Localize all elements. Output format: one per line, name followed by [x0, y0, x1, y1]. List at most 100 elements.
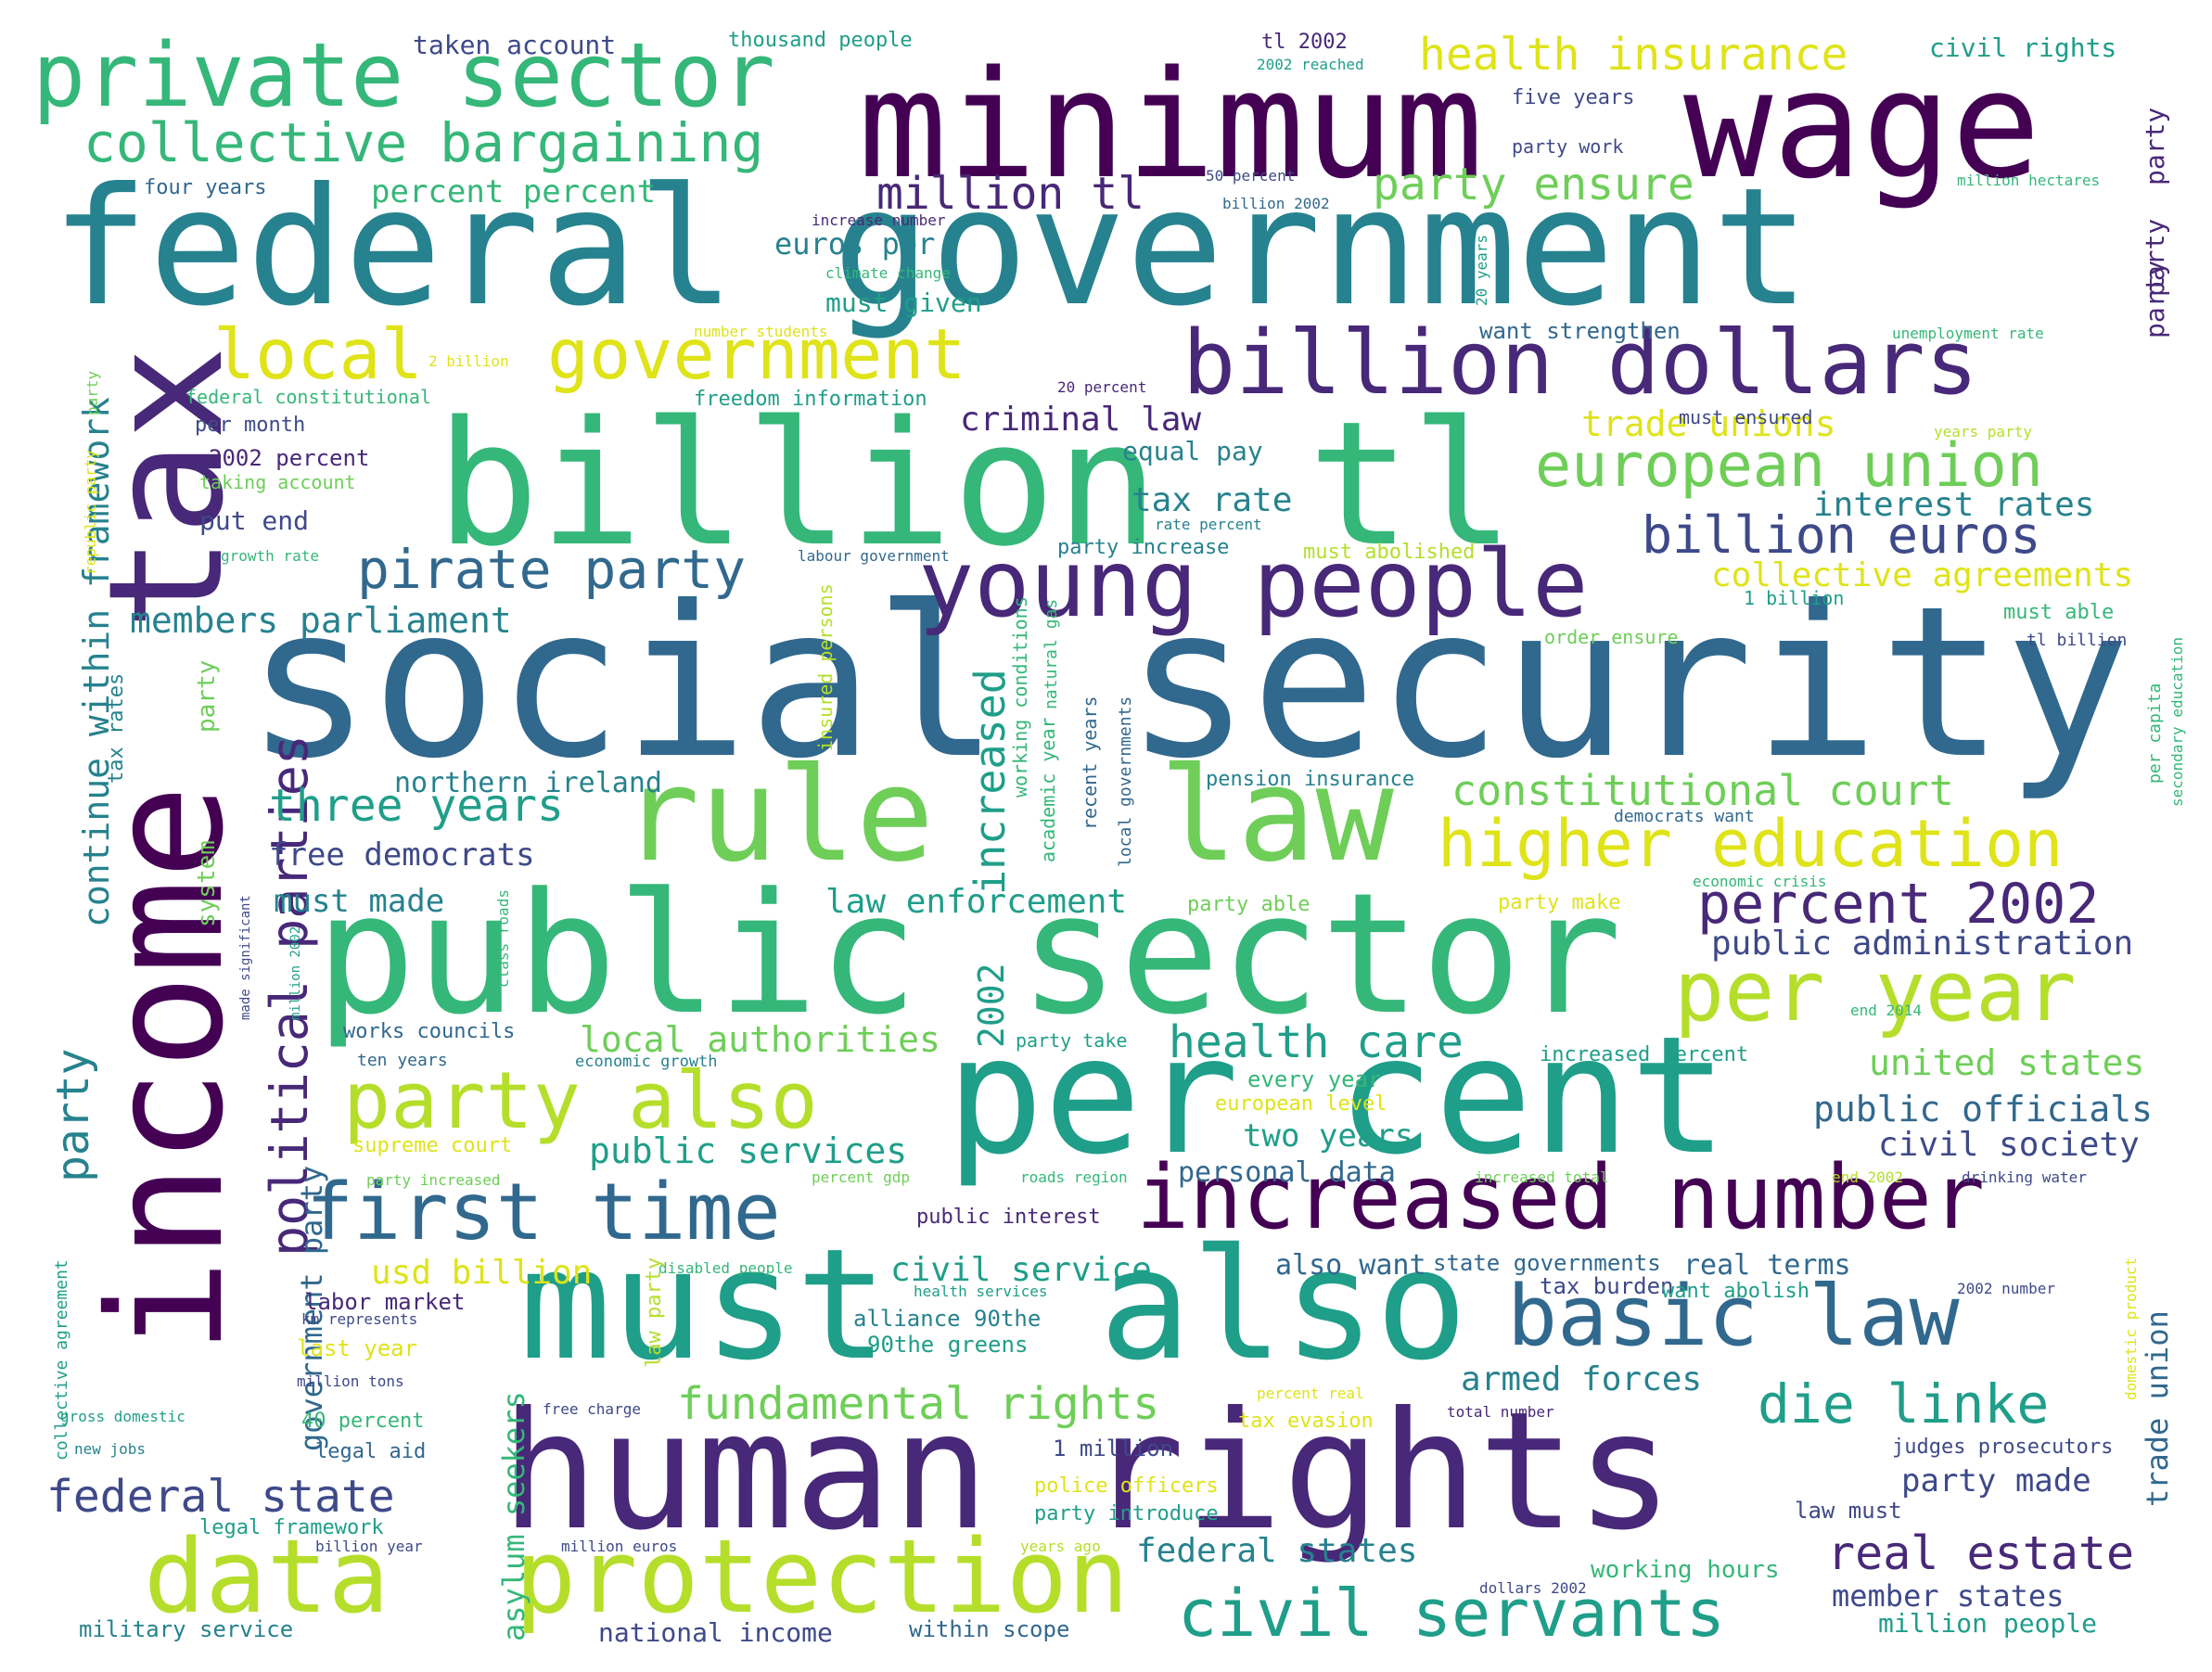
word: public officials	[1813, 1089, 2154, 1130]
word: party introduce	[1034, 1502, 1219, 1525]
word: local	[213, 313, 423, 395]
word: free democrats	[269, 836, 535, 874]
word: european level	[1215, 1092, 1387, 1116]
word: per month	[195, 414, 306, 437]
word: taken account	[413, 30, 617, 60]
word: also	[1099, 1216, 1468, 1394]
word: health insurance	[1419, 29, 1848, 81]
word: party also	[343, 1055, 818, 1147]
word: collective agreements	[1711, 556, 2134, 594]
word: federal states	[1136, 1532, 1418, 1570]
word: law must	[1795, 1498, 1902, 1524]
word: million 2002	[288, 925, 303, 1020]
word: real estate	[1827, 1526, 2135, 1580]
word: tl	[1308, 384, 1515, 584]
word: tax rate	[1132, 481, 1293, 519]
word: data	[144, 1517, 390, 1636]
word: million people	[1878, 1608, 2098, 1639]
word: per cent	[946, 1002, 1728, 1191]
word: end 2002	[1832, 1168, 1904, 1186]
word: increased	[965, 669, 1015, 895]
word: tl billion	[2027, 631, 2128, 650]
word: billion euros	[1642, 505, 2041, 565]
word: criminal law	[960, 401, 1202, 439]
word: higher education	[1438, 806, 2064, 882]
word: roads region	[1020, 1168, 1128, 1186]
word: members parliament	[130, 600, 512, 641]
word: gross domestic	[60, 1408, 185, 1425]
word: increased percent	[1540, 1043, 1749, 1066]
word: three years	[269, 780, 564, 832]
word: asylum seekers	[496, 1391, 531, 1641]
word: increased number	[1136, 1147, 1986, 1249]
word: law enforcement	[825, 883, 1128, 921]
word: tl 2002	[1261, 31, 1348, 54]
word: public interest	[916, 1206, 1101, 1229]
word: collective agreement	[52, 1259, 71, 1461]
word: working hours	[1591, 1556, 1780, 1584]
word: health services	[914, 1283, 1048, 1300]
word: years party	[1934, 423, 2032, 440]
word: euros per	[774, 226, 936, 262]
word: social security	[246, 562, 2130, 805]
word: new jobs	[74, 1440, 147, 1458]
word: 2002	[971, 963, 1012, 1048]
word: want strengthen	[1479, 318, 1681, 344]
word: civil service	[890, 1251, 1152, 1289]
word: health care	[1169, 1016, 1464, 1068]
word: must abolished	[1303, 541, 1476, 564]
word: must able	[2003, 601, 2115, 624]
word: first time	[306, 1167, 781, 1258]
word: party	[193, 659, 221, 733]
word: federal state	[46, 1471, 395, 1523]
word: tax evasion	[1238, 1410, 1374, 1433]
word: party take	[1016, 1029, 1128, 1052]
word: party	[2140, 107, 2170, 185]
word: supreme court	[352, 1134, 513, 1157]
word: million tl	[876, 168, 1144, 220]
word: party able	[1187, 893, 1311, 916]
word: real terms	[1683, 1249, 1851, 1282]
word: domestic product	[2122, 1257, 2140, 1400]
word: thousand people	[728, 29, 913, 52]
word: percent percent	[371, 173, 657, 211]
word: party made	[1901, 1462, 2091, 1500]
word: alliance 90the	[853, 1306, 1042, 1332]
word: per capita	[2145, 683, 2165, 784]
word: number students	[694, 323, 828, 340]
word: 1 million	[1053, 1436, 1174, 1461]
word: 90the greens	[867, 1332, 1029, 1358]
word: judges prosecutors	[1892, 1436, 2114, 1459]
word: federal government	[51, 154, 1810, 342]
word: 1 billion	[1744, 587, 1845, 609]
word: civil servants	[1178, 1576, 1726, 1652]
word: human rights	[501, 1378, 1674, 1566]
word: taking account	[199, 471, 356, 493]
word: every year	[1247, 1066, 1382, 1092]
word: labor market	[304, 1289, 466, 1315]
word: northern ireland	[394, 767, 662, 799]
word: civil rights	[1929, 32, 2117, 63]
word: fundamental rights	[677, 1378, 1160, 1430]
word: four years	[144, 176, 267, 199]
word: must made	[274, 883, 445, 920]
word: 20 percent	[1057, 378, 1147, 396]
word: legal framework	[199, 1516, 384, 1539]
word: academic year	[1037, 717, 1059, 862]
word: 50 percent	[1206, 167, 1296, 185]
word: minimum	[858, 38, 1484, 211]
word: percent gdp	[812, 1168, 910, 1186]
word: local authorities	[580, 1019, 940, 1060]
word: constitutional court	[1451, 766, 1954, 815]
word: law	[1159, 740, 1394, 891]
word: 2002 number	[1957, 1280, 2055, 1297]
word: die linke	[1758, 1372, 2050, 1436]
word: two years	[1243, 1117, 1414, 1155]
word: made significant	[238, 895, 253, 1020]
word: increase number	[812, 211, 946, 229]
word: unemployment rate	[1892, 325, 2044, 342]
word: pension insurance	[1206, 768, 1415, 791]
word: public sector	[315, 858, 1622, 1052]
word: freedom information	[694, 388, 927, 411]
